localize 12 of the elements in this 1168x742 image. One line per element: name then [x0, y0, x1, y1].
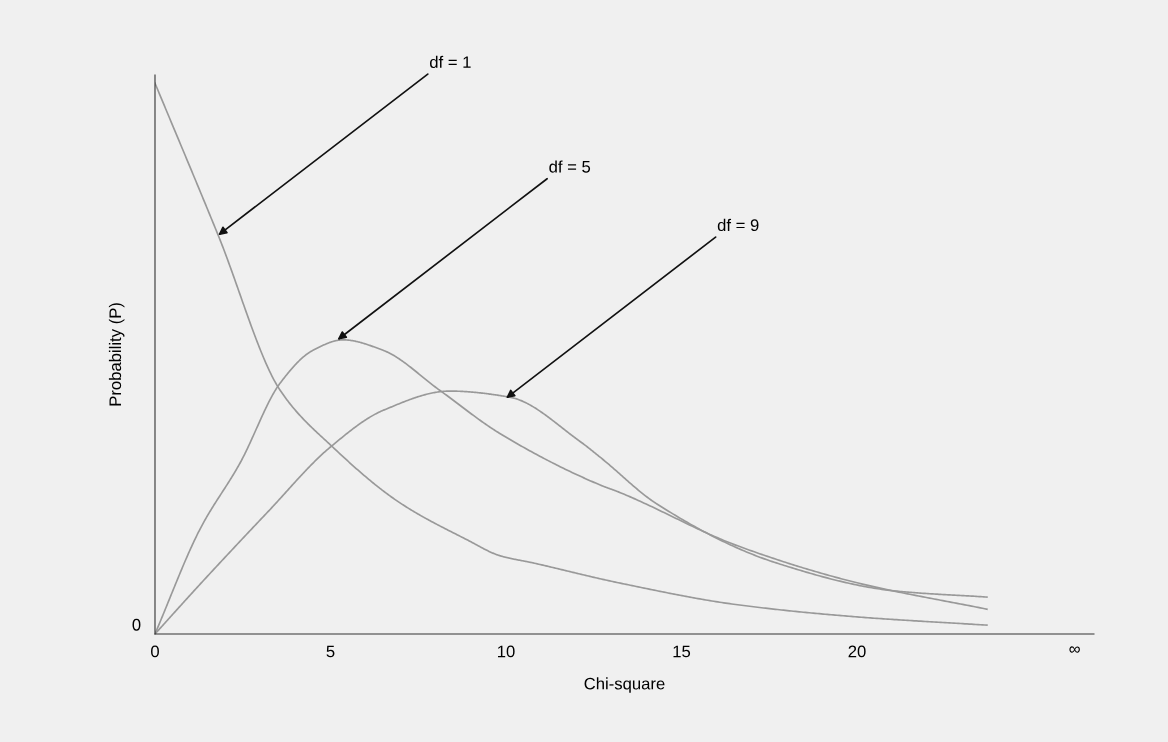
x-tick-label: 20 [848, 645, 866, 658]
x-tick-label: 5 [326, 645, 335, 658]
text: 0 [132, 618, 141, 631]
x-tick-label: 0 [151, 645, 159, 658]
annotation: df = 5 [549, 160, 591, 173]
x-axis-title: Chi-square [584, 677, 665, 693]
y-axis-title: Probability (P) [108, 303, 125, 406]
x-tick-label: ∞ [1069, 646, 1080, 653]
x-tick-label: 10 [498, 645, 515, 658]
annotation: df = 1 [429, 55, 471, 69]
annotation: df = 9 [717, 218, 759, 232]
x-tick-label: 15 [673, 645, 691, 658]
